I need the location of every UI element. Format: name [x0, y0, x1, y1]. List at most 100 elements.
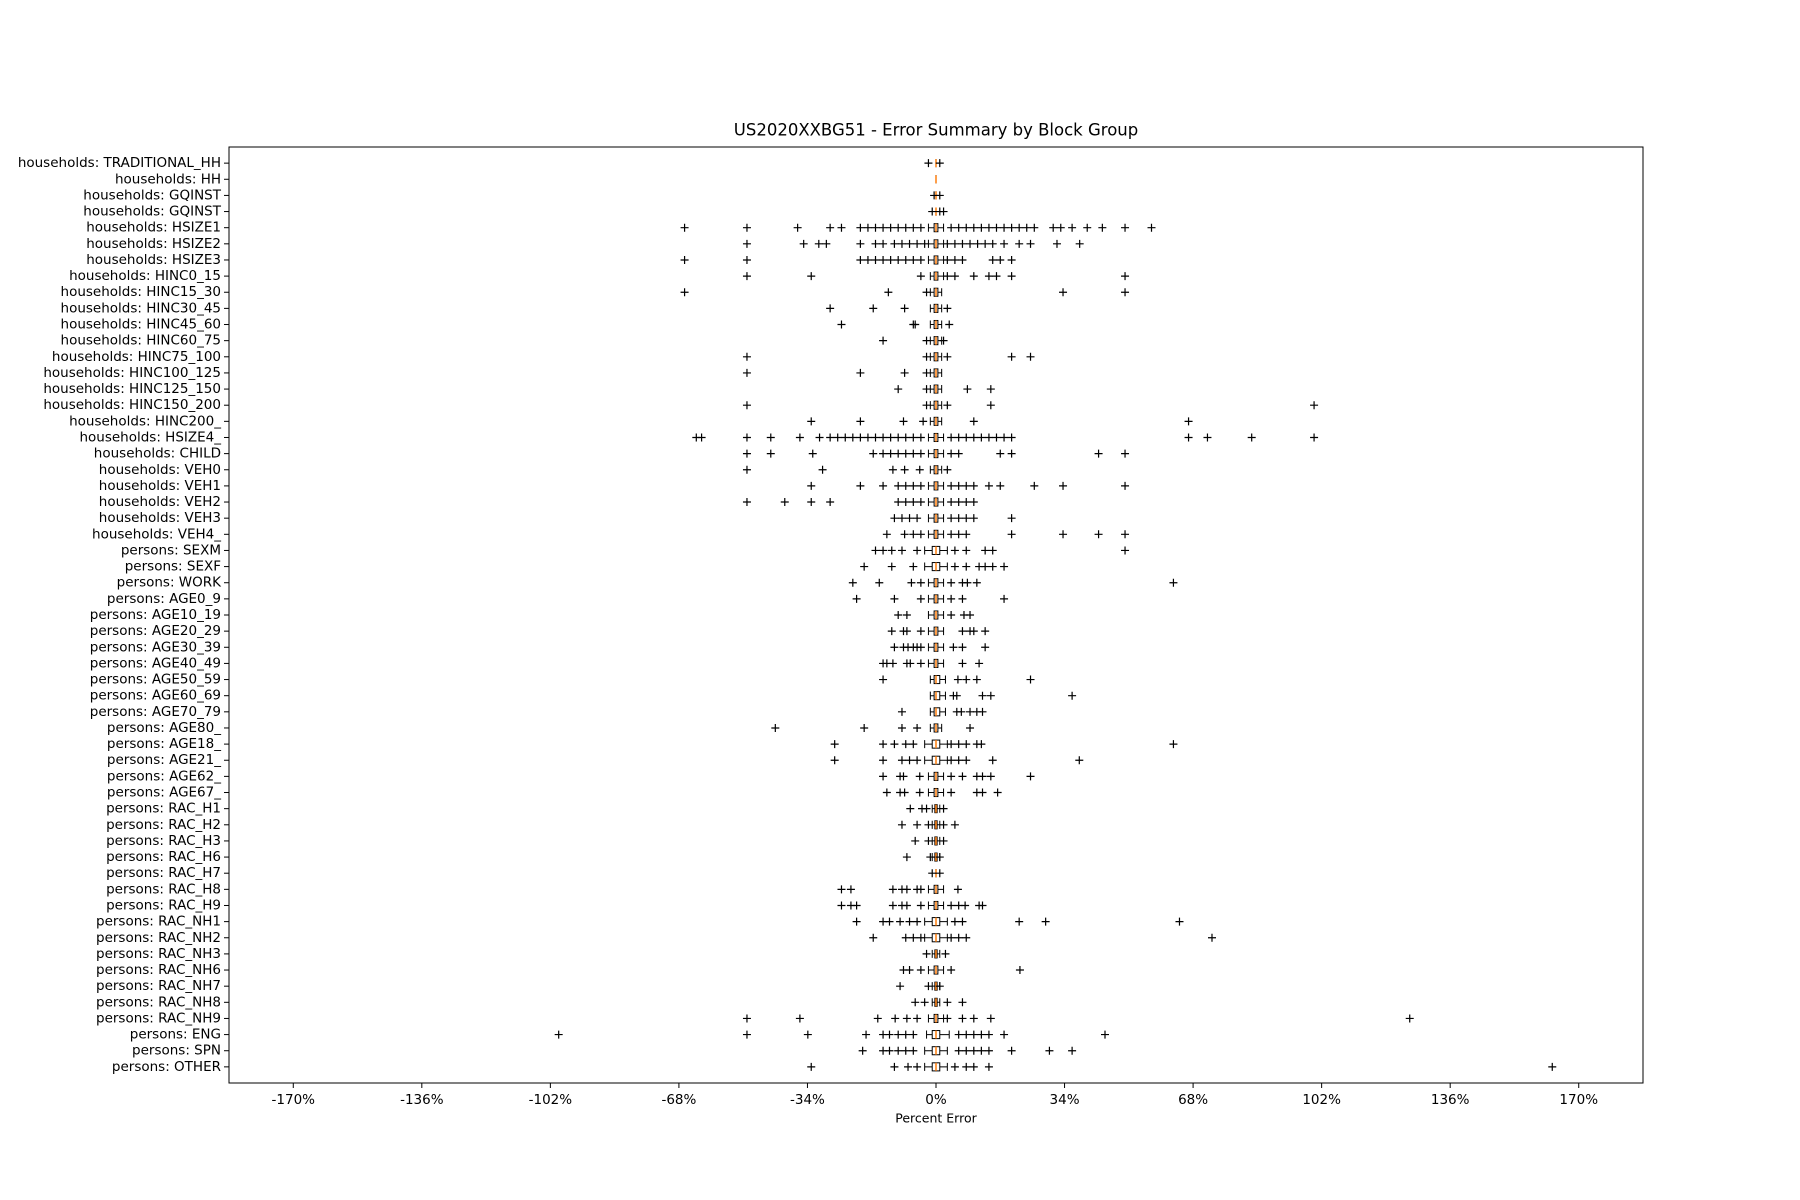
- flier: [909, 433, 918, 442]
- flier: [1247, 433, 1256, 442]
- whisker-low: [924, 917, 933, 926]
- whisker-high: [939, 1046, 948, 1055]
- y-tick-label: persons: RAC_NH8: [96, 994, 221, 1010]
- flier: [977, 1030, 986, 1039]
- whisker-low: [929, 707, 935, 716]
- flier: [916, 223, 925, 232]
- y-tick-label: persons: RAC_H8: [106, 881, 221, 897]
- flier: [1030, 481, 1039, 490]
- flier: [875, 578, 884, 587]
- flier: [969, 272, 978, 281]
- flier: [977, 433, 986, 442]
- flier: [992, 272, 1001, 281]
- flier: [958, 1014, 967, 1023]
- flier: [856, 433, 865, 442]
- flier: [935, 982, 944, 991]
- flier: [894, 385, 903, 394]
- y-tick-label: households: VEH2: [99, 494, 221, 510]
- y-tick-label: households: VEH3: [99, 510, 221, 526]
- box-group: [852, 594, 1009, 604]
- box-group: [860, 562, 1009, 572]
- y-tick-label: persons: RAC_H3: [106, 833, 221, 849]
- plot-frame: [228, 146, 1644, 1084]
- flier: [879, 449, 888, 458]
- whisker-low: [927, 255, 935, 264]
- flier: [1207, 933, 1216, 942]
- flier: [1022, 223, 1031, 232]
- whisker-low: [927, 772, 935, 781]
- whisker-high: [937, 498, 945, 507]
- flier: [856, 239, 865, 248]
- flier: [901, 1046, 910, 1055]
- flier: [993, 788, 1002, 797]
- flier: [1000, 1030, 1009, 1039]
- flier: [958, 255, 967, 264]
- flier: [924, 820, 933, 829]
- flier: [852, 917, 861, 926]
- box-group: [830, 755, 1084, 765]
- box-group: [807, 1062, 1557, 1072]
- flier: [901, 1030, 910, 1039]
- flier: [947, 530, 956, 539]
- flier: [947, 514, 956, 523]
- flier: [856, 481, 865, 490]
- flier: [909, 562, 918, 571]
- flier: [902, 611, 911, 619]
- y-tick-label: persons: RAC_NH1: [96, 914, 221, 930]
- flier: [1121, 223, 1130, 232]
- flier: [830, 740, 839, 749]
- flier: [1049, 223, 1058, 232]
- flier: [1405, 1014, 1414, 1023]
- flier: [680, 223, 689, 232]
- flier: [973, 239, 982, 248]
- flier: [905, 239, 914, 248]
- flier: [958, 627, 967, 636]
- y-tick-label: households: HINC150_200: [43, 397, 221, 413]
- box-group: [897, 707, 987, 717]
- flier: [950, 546, 959, 555]
- y-tick-label: persons: AGE21_: [107, 752, 221, 768]
- flier: [869, 933, 878, 942]
- y-tick-label: persons: AGE67_: [107, 785, 221, 801]
- flier: [906, 659, 915, 668]
- flier: [969, 223, 978, 232]
- flier: [966, 611, 975, 619]
- box-group: [830, 739, 1178, 749]
- flier: [913, 239, 922, 248]
- flier: [846, 885, 855, 894]
- flier: [1203, 433, 1212, 442]
- flier: [901, 449, 910, 458]
- flier: [742, 272, 751, 281]
- flier: [742, 401, 751, 410]
- flier: [988, 239, 997, 248]
- flier: [890, 514, 899, 523]
- whisker-low: [927, 223, 935, 232]
- flier: [916, 272, 925, 281]
- whisker-low: [929, 675, 935, 684]
- flier: [793, 223, 802, 232]
- flier: [984, 433, 993, 442]
- flier: [780, 498, 789, 507]
- flier: [871, 223, 880, 232]
- box: [933, 675, 941, 685]
- flier: [909, 530, 918, 539]
- flier: [894, 433, 903, 442]
- flier: [837, 901, 846, 910]
- y-tick-label: persons: AGE70_79: [90, 704, 221, 720]
- flier: [954, 514, 963, 523]
- whisker-low: [927, 966, 935, 975]
- flier: [888, 901, 897, 910]
- flier: [1026, 352, 1035, 361]
- y-tick-label: persons: AGE10_19: [90, 607, 221, 623]
- whisker-high: [937, 223, 945, 232]
- flier: [1015, 239, 1024, 248]
- whisker-high: [939, 562, 948, 571]
- flier: [1007, 449, 1016, 458]
- flier: [742, 1030, 751, 1039]
- box-group: [826, 303, 952, 313]
- flier: [992, 223, 1001, 232]
- flier: [1121, 546, 1130, 555]
- flier: [742, 368, 751, 377]
- y-tick-label: persons: RAC_H1: [106, 801, 221, 817]
